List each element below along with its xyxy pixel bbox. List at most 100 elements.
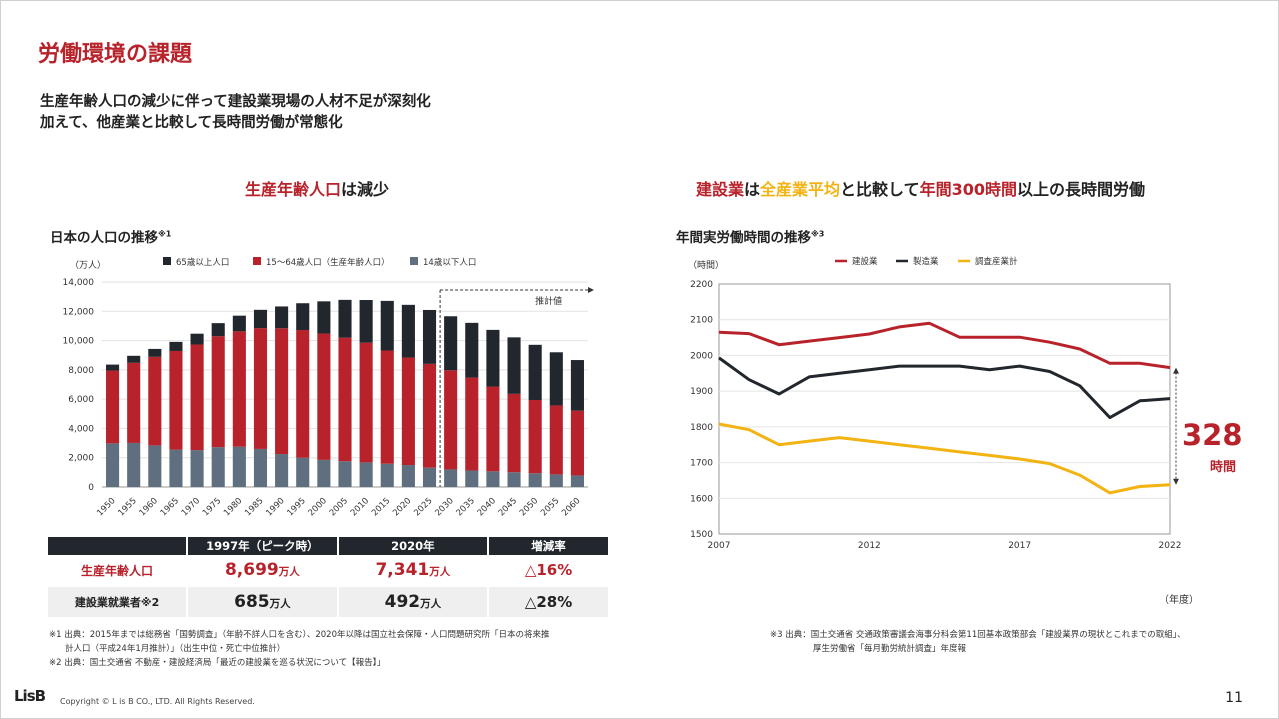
value-number: 7,341	[375, 560, 430, 580]
x-tick-label: 1995	[285, 496, 307, 518]
x-tick-label: 2055	[539, 496, 561, 518]
header-cell-2020: 2020年	[336, 537, 489, 555]
subtitle-line-2: 加えて、他産業と比較して長時間労働が常態化	[40, 115, 343, 131]
bar-segment	[232, 331, 246, 447]
value-2020: 492万人	[336, 586, 489, 617]
bar-segment	[359, 462, 373, 487]
series-line	[718, 321, 1171, 370]
legend-label: 調査産業計	[975, 256, 1018, 267]
bar-segment	[570, 410, 584, 476]
plot-frame	[718, 283, 1171, 535]
bar-segment	[380, 300, 394, 351]
bar-segment	[401, 357, 415, 466]
bar-segment	[465, 377, 479, 471]
x-tick-label: 1975	[201, 496, 223, 518]
bar-segment	[549, 352, 563, 406]
bar-segment	[444, 469, 458, 487]
bar-segment	[549, 474, 563, 487]
source-notes-left: ※1 出典：2015年までは総務省「国勢調査」（年齢不詳人口を含む）、2020年…	[49, 628, 550, 670]
bar-segment	[507, 337, 521, 394]
legend-swatch	[410, 257, 418, 265]
bar-segment	[486, 386, 500, 472]
legend-swatch	[163, 257, 171, 265]
hours-chart-title-text: 年間実労働時間の推移	[676, 230, 811, 246]
bar-segment	[148, 356, 162, 446]
y-tick-label: 2100	[690, 316, 713, 326]
hours-chart-title: 年間実労働時間の推移※3	[676, 226, 824, 247]
x-tick-label: 1965	[159, 496, 181, 518]
y-tick-label: 14,000	[63, 278, 95, 288]
x-tick-label: 2050	[518, 496, 540, 518]
x-tick-label: 2010	[349, 496, 371, 518]
bar-segment	[338, 299, 352, 338]
bar-segment	[190, 450, 204, 487]
x-tick-label: 2035	[455, 496, 477, 518]
rate-value: △16%	[487, 555, 608, 587]
bar-segment	[106, 370, 120, 444]
bar-segment	[570, 475, 584, 487]
note-1-line-1: ※1 出典：2015年までは総務省「国勢調査」（年齢不詳人口を含む）、2020年…	[49, 630, 550, 640]
y-tick-label: 2200	[690, 280, 713, 290]
projection-arrow-head	[588, 287, 594, 293]
legend-label: 製造業	[913, 256, 939, 267]
x-tick-label: 2025	[412, 496, 434, 518]
note-3-line-1: ※3 出典：国土交通省 交通政策審議会海事分科会第11回基本政策部会「建設業界の…	[770, 630, 1186, 640]
x-tick-label: 1985	[243, 496, 265, 518]
bar-segment	[169, 341, 183, 351]
value-unit: 万人	[420, 598, 442, 610]
y-tick-label: 12,000	[63, 307, 95, 317]
x-tick-label: 2000	[307, 496, 329, 518]
bar-segment	[422, 363, 437, 468]
bar-segment	[507, 393, 521, 473]
stats-header-row: 1997年（ピーク時） 2020年 増減率	[48, 537, 608, 555]
page-subtitle: 生産年齢人口の減少に伴って建設業現場の人材不足が深刻化 加えて、他産業と比較して…	[40, 92, 431, 134]
x-tick-label: 2015	[370, 496, 392, 518]
difference-arrow-head-bottom	[1173, 478, 1179, 485]
bar-segment	[190, 344, 204, 451]
bar-segment	[549, 405, 563, 475]
page-title: 労働環境の課題	[38, 42, 193, 67]
y-tick-label: 10,000	[63, 337, 95, 347]
right-section-heading: 建設業は全産業平均と比較して年間300時間以上の長時間労働	[696, 176, 1145, 200]
x-tick-label: 2012	[858, 541, 881, 551]
y-tick-label: 1900	[690, 387, 713, 397]
y-tick-label: 4,000	[68, 424, 94, 434]
x-tick-label: 1990	[264, 496, 286, 518]
bar-segment	[275, 328, 289, 455]
bar-segment	[486, 471, 500, 487]
header-cell-blank	[48, 537, 188, 555]
bar-segment	[106, 443, 120, 487]
right-heading-part-6: 以上の長時間労働	[1016, 180, 1145, 199]
bar-segment	[106, 364, 120, 371]
bar-segment	[296, 303, 310, 331]
stats-table: 1997年（ピーク時） 2020年 増減率 生産年齢人口 8,699万人 7,3…	[48, 537, 608, 617]
bar-segment	[528, 473, 542, 487]
x-tick-label: 2030	[433, 496, 455, 518]
x-tick-label: 2020	[391, 496, 413, 518]
hours-difference-value: 328	[1182, 418, 1243, 452]
bar-segment	[465, 322, 479, 378]
bar-segment	[169, 350, 183, 450]
x-tick-label: 2022	[1159, 541, 1182, 551]
y-axis-unit: （時間）	[688, 260, 724, 271]
right-heading-part-3: 全産業平均	[760, 180, 841, 199]
bar-segment	[380, 463, 394, 487]
value-unit: 万人	[269, 598, 291, 610]
copyright-text: Copyright © L is B CO., LTD. All Rights …	[60, 697, 255, 706]
y-tick-label: 1700	[690, 459, 713, 469]
population-chart-title: 日本の人口の推移※1	[50, 226, 171, 247]
legend-label: 建設業	[852, 256, 878, 267]
bar-segment	[380, 350, 394, 464]
value-1997: 685万人	[186, 586, 338, 617]
table-row: 建設業就業者※2 685万人 492万人 △28%	[48, 586, 608, 617]
right-heading-part-5: 年間300時間	[919, 180, 1017, 199]
value-number: 492	[384, 592, 421, 612]
x-tick-label: 1970	[180, 496, 202, 518]
bar-segment	[275, 306, 289, 329]
bar-segment	[359, 300, 373, 343]
bar-segment	[148, 348, 162, 357]
hours-x-unit: （年度）	[1159, 595, 1199, 606]
x-tick-label: 1955	[116, 496, 138, 518]
bar-segment	[190, 333, 204, 345]
difference-arrow-head-top	[1173, 367, 1179, 374]
